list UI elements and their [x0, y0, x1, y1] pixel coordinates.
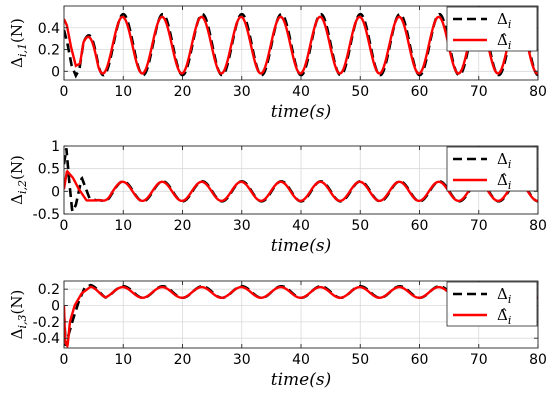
legend-label: Δ̂i [497, 171, 511, 192]
subplot-3: 0 10 20 30 40 50 60 70 80-0.4-0.200.2time(s)Δi,3… [8, 280, 547, 390]
x-tick-label: 60 [411, 84, 429, 100]
x-tick-label: 60 [411, 218, 429, 234]
y-axis-label: Δi,2​(N) [8, 155, 29, 205]
x-tick-label: 70 [470, 352, 488, 368]
x-tick-label: 40 [292, 352, 310, 368]
y-tick-label: 1 [51, 139, 60, 155]
y-tick-label: 0 [51, 299, 60, 315]
subplot-1: 0 10 20 30 40 50 60 70 80 0 0.2 0.4 time(s) Δi,1​(N) Δ… [8, 5, 547, 122]
x-tick-label: 80 [529, 218, 547, 234]
x-tick-label: 0 [60, 218, 69, 234]
y-tick-label: 0.2 [38, 43, 60, 59]
y-axis-label: Δi,3​(N) [8, 290, 29, 340]
series-line-delta-hat [64, 169, 538, 203]
x-tick-label: 20 [174, 352, 192, 368]
x-axis-label: time(s) [271, 102, 331, 122]
x-tick-label: 70 [470, 218, 488, 234]
x-tick-label: 30 [233, 84, 251, 100]
y-tick-label: -0.4 [33, 331, 60, 347]
x-tick-label: 30 [233, 352, 251, 368]
legend: ΔiΔ̂i [446, 6, 538, 52]
x-tick-label: 70 [470, 84, 488, 100]
y-tick-label: 0.5 [38, 162, 60, 178]
x-tick-label: 40 [292, 218, 310, 234]
subplot-2: 01020304050607080-0.500.51time(s)Δi,2​(N… [8, 139, 547, 256]
y-tick-label: -0.5 [33, 207, 60, 223]
legend: ΔiΔ̂i [446, 146, 538, 192]
x-tick-label: 60 [411, 352, 429, 368]
legend-label: Δ̂i [497, 31, 511, 52]
legend-label: Δi [497, 10, 511, 31]
legend-label: Δi [497, 285, 511, 306]
x-tick-label: 50 [351, 84, 369, 100]
legend: ΔiΔ̂i [446, 281, 538, 327]
legend-label: Δi [497, 150, 511, 171]
x-tick-label: 20 [174, 218, 192, 234]
y-tick-label: 0 [51, 64, 60, 80]
y-tick-label: 0 [51, 184, 60, 200]
series-line-delta [64, 12, 538, 79]
y-axis-label: Δi,1​(N) [8, 18, 29, 68]
x-tick-label: 80 [529, 352, 547, 368]
x-tick-label: 0 [60, 84, 69, 100]
x-tick-label: 30 [233, 218, 251, 234]
x-tick-label: 10 [114, 218, 132, 234]
y-tick-label: -0.2 [33, 315, 60, 331]
x-tick-label: 0 [60, 352, 69, 368]
series-line-delta-hat [64, 15, 538, 75]
x-axis-label: time(s) [271, 236, 331, 256]
x-tick-label: 10 [114, 352, 132, 368]
x-axis-label: time(s) [271, 370, 331, 390]
x-tick-label: 80 [529, 84, 547, 100]
y-tick-label: 0.4 [38, 21, 60, 37]
x-tick-label: 10 [114, 84, 132, 100]
x-tick-label: 50 [351, 218, 369, 234]
legend-label: Δ̂i [497, 306, 511, 327]
y-tick-label: 0.2 [38, 282, 60, 298]
x-tick-label: 20 [174, 84, 192, 100]
x-tick-label: 50 [351, 352, 369, 368]
x-tick-label: 40 [292, 84, 310, 100]
